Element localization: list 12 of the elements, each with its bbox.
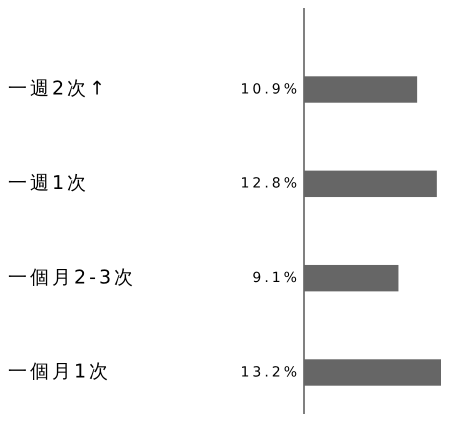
y-tick-label: 一個月2-3次 [8,266,136,288]
bar [304,170,437,198]
bar [304,76,418,103]
y-tick-label: 一週2次↑ [8,78,108,100]
y-tick-label: 一個月1次 [8,360,112,383]
y-tick-label: 一週1次 [8,172,90,194]
data-label: 13.2% [240,364,300,380]
data-label: 12.8% [240,176,300,192]
data-label: 10.9% [240,81,300,98]
bar [304,359,441,386]
bar [304,264,398,292]
data-label: 9.1% [252,270,300,286]
